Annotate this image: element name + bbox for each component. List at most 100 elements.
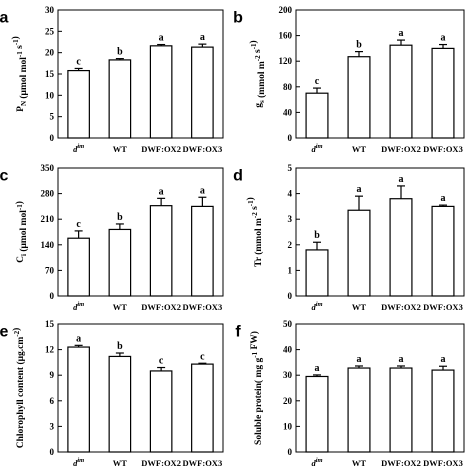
panel-d: d 0 1 2 3 4 5 Tr (mmol m-2 s-1) b dim a WT a DWF:OX2 a… [233, 163, 465, 312]
y-tick-label: 280 [41, 189, 55, 199]
y-tick-label: 5 [50, 112, 55, 122]
x-tick-label: DWF:OX2 [141, 144, 181, 154]
bar [305, 375, 329, 453]
bar [67, 69, 90, 139]
bar [431, 205, 455, 297]
y-axis-label: Chlorophyll content (μg.cm-2) [11, 328, 26, 449]
bar [108, 59, 132, 139]
y-tick-label: 30 [283, 370, 293, 380]
x-tick-label: dim [311, 143, 322, 154]
significance-letter: a [200, 185, 205, 196]
x-tick-label: DWF:OX3 [423, 144, 463, 154]
x-tick-label: DWF:OX3 [423, 302, 463, 312]
bar [389, 367, 413, 453]
x-tick-label: DWF:OX3 [423, 458, 463, 468]
significance-letter: a [357, 184, 362, 195]
panel-label: d [233, 167, 243, 184]
y-tick-label: 20 [283, 396, 293, 406]
x-tick-label: WT [113, 458, 128, 468]
bar [305, 249, 329, 297]
y-tick-label: 10 [283, 421, 293, 431]
bar [191, 205, 214, 297]
y-tick-label: 210 [41, 214, 55, 224]
plot-frame [57, 323, 224, 453]
y-tick-label: 4 [288, 189, 293, 199]
plot-frame [57, 167, 224, 297]
significance-letter: a [399, 174, 404, 185]
bar [389, 44, 413, 139]
y-axis-label: Tr (mmol m-2 s-1) [245, 197, 264, 267]
plot-frame [295, 9, 465, 139]
bar [347, 209, 371, 297]
y-tick-label: 6 [50, 396, 55, 406]
y-tick-label: 20 [45, 48, 55, 58]
y-tick-label: 0 [288, 133, 293, 143]
panel-label: a [0, 9, 9, 26]
bar [431, 47, 455, 139]
x-tick-label: DWF:OX2 [381, 458, 421, 468]
significance-letter: c [76, 219, 81, 230]
bar [431, 369, 455, 453]
y-axis-label: Ci (μmol mol-1) [14, 201, 29, 263]
significance-letter: a [315, 363, 320, 374]
y-tick-label: 2 [288, 240, 293, 250]
significance-letter: c [159, 356, 164, 367]
significance-letter: a [357, 354, 362, 365]
significance-letter: b [314, 230, 320, 241]
significance-letter: a [441, 354, 446, 365]
x-tick-label: dim [311, 301, 322, 312]
y-axis-label: gs (mmol m-2 s-1) [248, 40, 267, 107]
y-tick-label: 15 [45, 319, 55, 329]
significance-letter: a [200, 32, 205, 43]
x-tick-label: DWF:OX2 [141, 458, 181, 468]
y-tick-label: 3 [50, 421, 55, 431]
y-tick-label: 30 [45, 5, 55, 15]
bar [67, 237, 90, 297]
y-tick-label: 15 [45, 69, 55, 79]
y-tick-label: 9 [50, 370, 55, 380]
bar [389, 198, 413, 297]
x-tick-label: DWF:OX2 [381, 302, 421, 312]
x-tick-label: DWF:OX2 [381, 144, 421, 154]
significance-letter: a [159, 186, 164, 197]
panel-label: e [0, 323, 9, 340]
panel-e: e 0 3 6 9 12 15 Chlorophyll content (μg.cm-2) a d… [0, 319, 224, 468]
x-tick-label: DWF:OX3 [183, 302, 223, 312]
x-tick-label: WT [113, 144, 128, 154]
significance-letter: b [356, 40, 362, 51]
x-tick-label: DWF:OX3 [183, 144, 223, 154]
x-tick-label: WT [113, 302, 128, 312]
y-tick-label: 40 [283, 345, 293, 355]
plot-frame [295, 323, 465, 453]
y-tick-label: 0 [288, 447, 293, 457]
significance-letter: c [200, 351, 205, 362]
x-tick-label: WT [352, 458, 367, 468]
panel-label: b [233, 9, 243, 26]
significance-letter: a [159, 33, 164, 44]
panel-a: a 0 5 10 15 20 25 30 PN (μmol mol-1 s-1) c dim b WT a… [0, 5, 224, 154]
x-tick-label: WT [352, 144, 367, 154]
y-tick-label: 10 [45, 90, 55, 100]
x-tick-label: DWF:OX3 [183, 458, 223, 468]
y-tick-label: 70 [45, 265, 55, 275]
y-tick-label: 12 [45, 345, 55, 355]
bar [191, 363, 214, 453]
bar [108, 355, 132, 453]
y-tick-label: 5 [288, 163, 293, 173]
y-tick-label: 25 [45, 26, 55, 36]
significance-letter: b [117, 212, 123, 223]
significance-letter: c [76, 56, 81, 67]
y-axis-label: PN (μmol mol-1 s-1) [10, 36, 29, 112]
bar [305, 92, 329, 139]
y-tick-label: 50 [283, 319, 293, 329]
y-tick-label: 0 [50, 291, 55, 301]
bar [149, 205, 173, 297]
y-tick-label: 200 [279, 5, 293, 15]
y-tick-label: 0 [50, 447, 55, 457]
significance-letter: a [441, 193, 446, 204]
panel-f: f 0 10 20 30 40 50 Soluble protein( mg g-1 FW) a… [235, 319, 465, 468]
y-tick-label: 120 [279, 56, 293, 66]
panel-label: f [235, 323, 241, 340]
significance-letter: a [399, 354, 404, 365]
